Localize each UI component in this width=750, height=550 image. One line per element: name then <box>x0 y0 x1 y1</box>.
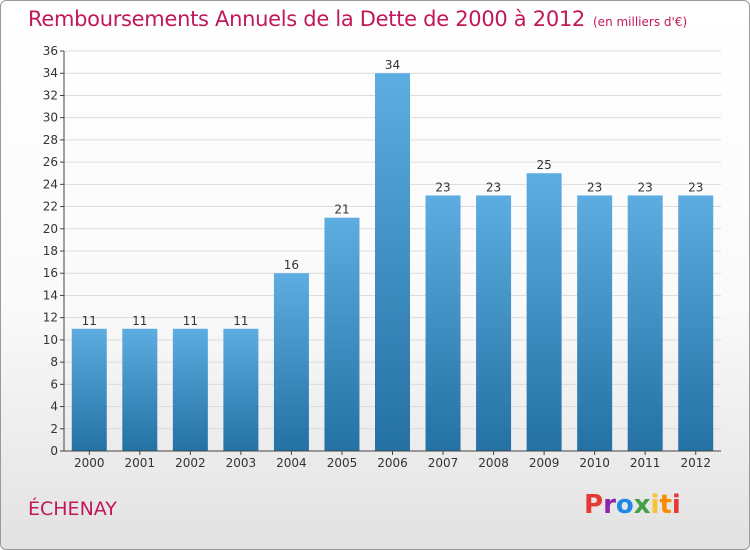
bar-2008 <box>476 195 512 451</box>
x-tick-label-2000: 2000 <box>74 456 105 470</box>
logo-letter: r <box>603 490 616 520</box>
y-tick-label: 12 <box>43 311 58 325</box>
bar-2001 <box>122 328 158 451</box>
logo-letter: i <box>671 490 681 520</box>
x-tick-label-2012: 2012 <box>680 456 711 470</box>
bar-2005 <box>324 217 360 451</box>
bar-2012 <box>678 195 714 451</box>
logo-letter: x <box>633 490 651 520</box>
bar-2006 <box>375 73 410 451</box>
y-tick-label: 20 <box>43 222 58 236</box>
x-tick-label-2002: 2002 <box>175 456 206 470</box>
y-tick-label: 34 <box>43 66 58 80</box>
logo-letter: P <box>584 490 604 520</box>
bar-2007 <box>425 195 461 451</box>
y-tick-label: 0 <box>50 444 58 458</box>
x-tick-label-2008: 2008 <box>478 456 509 470</box>
value-label-2008: 23 <box>486 180 501 194</box>
x-tick-label-2001: 2001 <box>125 456 156 470</box>
y-tick-label: 8 <box>50 355 58 369</box>
value-label-2003: 11 <box>233 314 248 328</box>
value-label-2009: 25 <box>536 158 551 172</box>
proxiti-logo: Proxiti <box>584 490 681 520</box>
x-tick-label-2007: 2007 <box>428 456 459 470</box>
y-tick-label: 26 <box>43 155 58 169</box>
value-label-2006: 34 <box>385 58 400 72</box>
y-tick-label: 18 <box>43 244 58 258</box>
value-label-2011: 23 <box>638 180 653 194</box>
y-tick-label: 16 <box>43 266 58 280</box>
y-tick-label: 36 <box>43 44 58 58</box>
bar-2002 <box>172 328 208 451</box>
logo-letter: t <box>659 490 672 520</box>
y-tick-label: 28 <box>43 133 58 147</box>
x-tick-label-2003: 2003 <box>226 456 257 470</box>
logo-letter: i <box>650 490 660 520</box>
bar-2000 <box>71 328 107 451</box>
bars <box>71 73 714 451</box>
bar-2010 <box>577 195 613 451</box>
y-tick-label: 10 <box>43 333 58 347</box>
chart-title: Remboursements Annuels de la Dette de 20… <box>28 7 687 31</box>
value-label-2000: 11 <box>82 314 97 328</box>
value-label-2007: 23 <box>435 180 450 194</box>
chart-title-text: Remboursements Annuels de la Dette de 20… <box>28 7 585 31</box>
x-tick-label-2009: 2009 <box>529 456 560 470</box>
y-tick-label: 14 <box>43 288 58 302</box>
y-tick-label: 4 <box>50 400 58 414</box>
x-tick-label-2011: 2011 <box>630 456 661 470</box>
y-tick-label: 22 <box>43 200 58 214</box>
logo-letter: o <box>615 490 634 520</box>
chart-subtitle: (en milliers d'€) <box>593 15 688 29</box>
value-label-2001: 11 <box>132 314 147 328</box>
y-tick-label: 2 <box>50 422 58 436</box>
value-label-2004: 16 <box>284 258 299 272</box>
x-tick-label-2010: 2010 <box>579 456 610 470</box>
bar-2004 <box>273 273 309 451</box>
x-tick-label-2004: 2004 <box>276 456 307 470</box>
value-label-2010: 23 <box>587 180 602 194</box>
bar-2003 <box>223 328 259 451</box>
value-label-2002: 11 <box>183 314 198 328</box>
place-name: ÉCHENAY <box>28 498 117 520</box>
x-tick-label-2006: 2006 <box>377 456 408 470</box>
bar-2009 <box>526 173 562 451</box>
y-tick-label: 6 <box>50 377 58 391</box>
y-tick-label: 24 <box>43 177 58 191</box>
y-tick-label: 30 <box>43 111 58 125</box>
value-label-2005: 21 <box>334 203 349 217</box>
labels: 11 11 11 11 16 21 34 23 23 25 23 23 23 <box>82 58 704 328</box>
bar-2011 <box>627 195 663 451</box>
y-tick-label: 32 <box>43 88 58 102</box>
value-label-2012: 23 <box>688 180 703 194</box>
x-tick-label-2005: 2005 <box>327 456 358 470</box>
